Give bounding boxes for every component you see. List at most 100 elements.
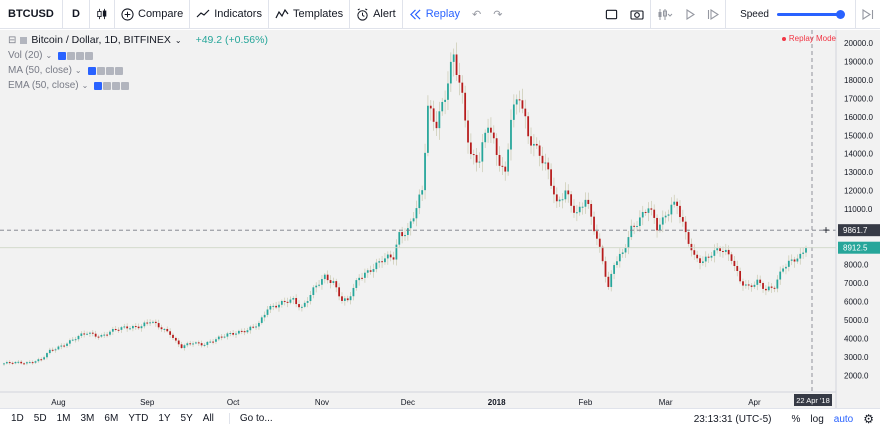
- replay-mode-badge: Replay Mode: [781, 34, 836, 43]
- log-toggle[interactable]: log: [810, 413, 824, 425]
- chevron-down-icon[interactable]: ⌄: [81, 81, 89, 90]
- candle-body: [77, 335, 80, 340]
- replay-play-button[interactable]: [679, 0, 701, 29]
- range-button-all[interactable]: All: [202, 413, 214, 424]
- candle-body: [83, 333, 86, 335]
- candle-body: [166, 328, 169, 332]
- candle-body: [744, 284, 747, 286]
- time-tick-label: Dec: [401, 398, 415, 407]
- series-color-swatch: [20, 37, 28, 44]
- time-tick-label: Oct: [227, 398, 240, 407]
- auto-toggle[interactable]: auto: [833, 413, 854, 425]
- candle-body: [66, 343, 68, 346]
- chart-pane[interactable]: + 2000.0 3000.0 4000.0 5000.0 6000.0 7000.0 80…: [0, 30, 880, 408]
- percent-toggle[interactable]: %: [791, 413, 801, 425]
- range-button-1y[interactable]: 1Y: [158, 413, 171, 424]
- study-vol-actions[interactable]: [58, 51, 94, 60]
- gear-icon[interactable]: ⚙: [863, 412, 874, 426]
- candle-body: [217, 336, 220, 340]
- study-ma[interactable]: MA (50, close) ⌄: [8, 63, 268, 78]
- alert-button[interactable]: Alert: [350, 0, 402, 29]
- candle-body: [406, 228, 409, 235]
- price-tick-label: 19000.0: [844, 57, 873, 66]
- candle-body: [117, 329, 120, 331]
- speed-slider-knob[interactable]: [836, 10, 845, 19]
- price-chart[interactable]: + 2000.0 3000.0 4000.0 5000.0 6000.0 7000.0 80…: [0, 30, 880, 408]
- candle-body: [34, 361, 37, 363]
- range-button-6m[interactable]: 6M: [104, 413, 119, 424]
- interval-selector[interactable]: D: [63, 0, 89, 29]
- replay-select-bar-button[interactable]: [651, 0, 679, 29]
- candle-body: [249, 326, 252, 331]
- candle-body: [730, 254, 733, 261]
- candle-body: [604, 261, 607, 277]
- candle-body: [103, 334, 106, 336]
- candle-body: [687, 232, 690, 244]
- redo-button[interactable]: ↷: [487, 0, 508, 29]
- range-button-1d[interactable]: 1D: [11, 413, 24, 424]
- study-ema-actions[interactable]: [94, 81, 130, 90]
- candle-body: [335, 281, 338, 288]
- goto-button[interactable]: Go to...: [228, 413, 273, 424]
- candle-body: [690, 243, 693, 251]
- indicators-button[interactable]: Indicators: [190, 0, 268, 29]
- study-ema[interactable]: EMA (50, close) ⌄: [8, 78, 268, 93]
- range-button-1m[interactable]: 1M: [56, 413, 71, 424]
- study-vol[interactable]: Vol (20) ⌄: [8, 48, 268, 63]
- range-button-ytd[interactable]: YTD: [128, 413, 149, 424]
- replay-button[interactable]: Replay: [403, 0, 466, 29]
- candle-body: [633, 225, 636, 227]
- candle-body: [338, 287, 341, 297]
- undo-button[interactable]: ↶: [466, 0, 487, 29]
- candle-body: [776, 279, 779, 289]
- replay-mode-label: Replay Mode: [788, 34, 836, 43]
- candle-body: [770, 286, 773, 288]
- candle-body: [659, 224, 661, 231]
- candle-body: [109, 331, 111, 335]
- snapshot-button[interactable]: [624, 0, 650, 29]
- candle-body: [60, 345, 63, 347]
- candle-body: [438, 111, 441, 129]
- range-button-5y[interactable]: 5Y: [180, 413, 193, 424]
- candle-body: [767, 286, 770, 291]
- clock-time[interactable]: 23:13:31 (UTC-5): [693, 413, 772, 425]
- collapse-icon[interactable]: ⊟: [8, 35, 17, 46]
- candle-body: [263, 314, 266, 318]
- candle-body: [309, 294, 312, 302]
- fullscreen-button[interactable]: [599, 0, 624, 29]
- legend-title[interactable]: Bitcoin / Dollar, 1D, BITFINEX: [31, 34, 171, 46]
- templates-button[interactable]: Templates: [269, 0, 349, 29]
- candle-body: [527, 116, 530, 137]
- candle-body: [260, 317, 263, 323]
- range-button-3m[interactable]: 3M: [80, 413, 95, 424]
- range-button-5d[interactable]: 5D: [33, 413, 47, 424]
- candle-body: [375, 262, 378, 270]
- candle-body: [292, 298, 295, 300]
- candle-body: [192, 343, 194, 345]
- study-ma-actions[interactable]: [87, 66, 123, 75]
- candle-body: [20, 361, 23, 364]
- symbol-search[interactable]: BTCUSD: [0, 0, 62, 29]
- replay-exit-button[interactable]: [856, 0, 880, 29]
- chevron-down-icon[interactable]: ⌄: [45, 51, 53, 60]
- chevron-down-icon[interactable]: ⌄: [174, 36, 182, 45]
- replay-forward-button[interactable]: [701, 0, 725, 29]
- candle-body: [518, 99, 521, 101]
- speed-slider[interactable]: [777, 10, 845, 19]
- candle-body: [487, 127, 489, 133]
- candle-body: [429, 105, 432, 109]
- candle-body: [3, 363, 5, 365]
- candle-body: [673, 201, 676, 205]
- candle-body: [97, 336, 100, 338]
- candle-body: [94, 333, 97, 337]
- candle-body: [469, 142, 472, 155]
- candle-body: [756, 279, 759, 285]
- chevron-down-icon[interactable]: ⌄: [74, 66, 82, 75]
- play-icon: [686, 9, 696, 20]
- replay-rewind-icon: [409, 8, 421, 20]
- compare-button[interactable]: Compare: [115, 0, 189, 29]
- price-tick-label: 17000.0: [844, 94, 873, 103]
- candle-body: [215, 339, 217, 342]
- candle-body: [355, 280, 358, 288]
- chart-type-button[interactable]: [90, 0, 114, 29]
